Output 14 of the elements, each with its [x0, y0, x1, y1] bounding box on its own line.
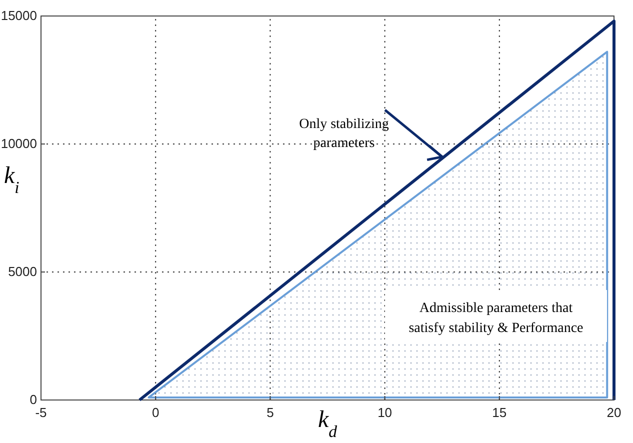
annotation: Admissible parameters that satisfy stability & Performance [408, 301, 584, 336]
y-tick-label: 5000 [8, 264, 37, 279]
y-tick-label: 0 [30, 392, 37, 407]
annotation: Only stabilizing parameters [299, 117, 389, 151]
x-tick-label: -5 [35, 405, 47, 420]
x-tick-label: 10 [378, 405, 392, 420]
y-axis-title: k$_{i}$ [4, 163, 20, 196]
x-tick-label: 5 [266, 405, 274, 420]
x-axis-title: k$_{d}$ [318, 407, 338, 440]
x-tick-label: 15 [492, 405, 507, 420]
x-tick-label: 20 [606, 405, 622, 420]
y-tick-label: 10000 [0, 136, 37, 151]
x-tick-label: 0 [152, 405, 160, 420]
y-tick-label: 15000 [0, 8, 37, 23]
